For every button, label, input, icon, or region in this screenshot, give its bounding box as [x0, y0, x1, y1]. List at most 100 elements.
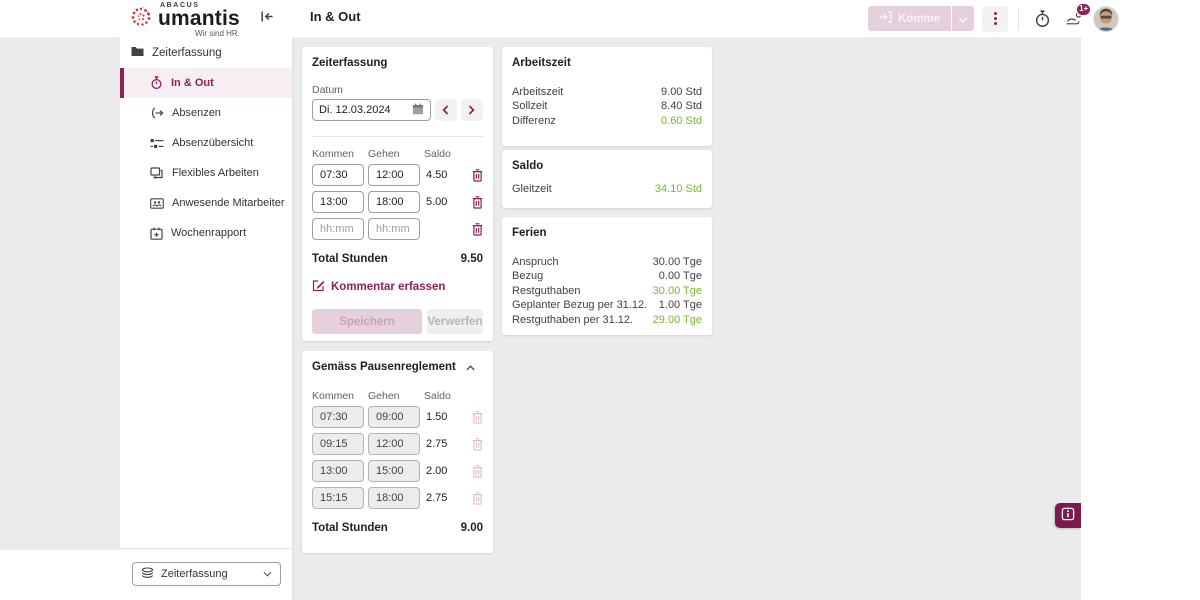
datum-label: Datum [312, 84, 343, 96]
delete-row-icon [472, 410, 483, 424]
gehen-input-readonly [368, 406, 420, 428]
chevron-down-icon [958, 11, 968, 26]
total-value: 9.00 [460, 522, 483, 534]
card-title: Arbeitszeit [512, 57, 571, 69]
sidebar-collapse-icon[interactable] [256, 8, 278, 28]
card-title: Gemäss Pausenreglement [312, 361, 483, 374]
total-row: Total Stunden 9.50 [312, 253, 483, 265]
stat-label: Arbeitszeit [512, 86, 564, 98]
chevron-up-icon[interactable] [466, 364, 475, 371]
logo-name: umantis [158, 7, 240, 30]
kommen-input[interactable] [312, 218, 364, 240]
previous-day-button[interactable] [434, 99, 457, 121]
total-label: Total Stunden [312, 522, 388, 534]
pausenreglement-title: Gemäss Pausenreglement [312, 361, 456, 373]
speichern-button[interactable]: Speichern [312, 309, 422, 334]
presence-badge: 1+ [1076, 2, 1092, 16]
stopwatch-icon [150, 76, 163, 90]
time-row-readonly: 2.00 [312, 460, 483, 482]
stat-row: Differenz 0.60 Std [512, 114, 702, 128]
stat-row: Anspruch 30.00 Tge [512, 255, 702, 269]
stat-row: Arbeitszeit 9.00 Std [512, 85, 702, 99]
sidebar-item-label: Absenzen [172, 107, 221, 119]
sidebar-item-in-and-out[interactable]: In & Out [120, 68, 292, 98]
stat-rows: Gleitzeit 34.10 Std [512, 182, 702, 196]
delete-row-icon [472, 491, 483, 505]
kommen-column-header: Kommen [312, 148, 355, 160]
card-title: Saldo [512, 160, 544, 172]
stopwatch-icon[interactable] [1029, 6, 1055, 32]
calendar-plus-icon [150, 227, 163, 240]
gehen-input[interactable] [368, 164, 420, 186]
total-label: Total Stunden [312, 253, 388, 265]
stat-label: Restguthaben [512, 284, 581, 297]
context-select-value: Zeiterfassung [161, 568, 228, 580]
edit-icon [312, 279, 325, 295]
people-rows-icon [150, 197, 164, 209]
komme-button[interactable]: Komme [868, 6, 952, 31]
kommen-column-header: Kommen [312, 390, 355, 402]
kommen-input[interactable] [312, 164, 364, 186]
info-feedback-tab[interactable] [1055, 503, 1081, 528]
stat-label: Differenz [512, 114, 556, 127]
time-row-empty [312, 218, 483, 240]
chevron-down-icon [263, 571, 272, 577]
delete-row-icon [472, 464, 483, 478]
calendar-icon [412, 103, 424, 118]
verwerfen-button[interactable]: Verwerfen [427, 309, 483, 334]
gehen-input-readonly [368, 433, 420, 455]
avatar[interactable] [1093, 5, 1120, 32]
kommen-input-readonly [312, 487, 364, 509]
delete-row-icon[interactable] [472, 222, 483, 236]
more-options-kebab-icon[interactable] [982, 5, 1009, 32]
login-arrow-icon [879, 11, 892, 26]
sidebar-item-absenzen[interactable]: Absenzen [120, 98, 292, 128]
delete-row-icon[interactable] [472, 168, 483, 182]
top-bar: ABACUS umantis Wir sind HR. In & Out [0, 0, 1120, 38]
time-column-headers: Kommen Gehen Saldo [312, 390, 483, 402]
kommen-input[interactable] [312, 191, 364, 213]
sidebar-item-absenzuebersicht[interactable]: Absenzübersicht [120, 128, 292, 158]
sidebar: Zeiterfassung In & Out Ab [120, 37, 292, 600]
devices-icon [150, 167, 164, 179]
ferien-card: Ferien Anspruch 30.00 Tge Bezug 0.00 Tge… [502, 217, 712, 335]
stat-value: 9.00 Std [661, 86, 702, 98]
sidebar-item-anwesende-mitarbeiter[interactable]: Anwesende Mitarbeiter [120, 188, 292, 218]
logo-text: ABACUS umantis Wir sind HR. [158, 2, 240, 38]
logo-tagline: Wir sind HR. [195, 29, 240, 38]
sidebar-item-flexibles-arbeiten[interactable]: Flexibles Arbeiten [120, 158, 292, 188]
sidebar-item-wochenrapport[interactable]: Wochenrapport [120, 218, 292, 248]
stat-rows: Anspruch 30.00 Tge Bezug 0.00 Tge Restgu… [512, 255, 702, 327]
next-day-button[interactable] [460, 99, 483, 121]
context-select[interactable]: Zeiterfassung [132, 562, 281, 586]
row-saldo-value: 1.50 [426, 411, 448, 423]
row-saldo-value: 2.75 [426, 438, 448, 450]
sidebar-group-label: Zeiterfassung [152, 46, 222, 59]
kommentar-erfassen-link[interactable]: Kommentar erfassen [312, 279, 445, 295]
gehen-input[interactable] [368, 191, 420, 213]
stat-value-positive: 30.00 Tge [652, 284, 702, 297]
stat-row: Gleitzeit 34.10 Std [512, 182, 702, 196]
stat-row: Sollzeit 8.40 Std [512, 99, 702, 113]
stat-label: Anspruch [512, 256, 559, 268]
kommentar-erfassen-label: Kommentar erfassen [331, 281, 446, 293]
layers-icon [141, 566, 154, 582]
time-row-readonly: 1.50 [312, 406, 483, 428]
stat-value-positive: 0.60 Std [661, 114, 702, 127]
gehen-column-header: Gehen [368, 148, 400, 160]
date-input[interactable]: Di. 12.03.2024 [312, 99, 431, 121]
sidebar-item-label: Absenzübersicht [172, 137, 254, 149]
gehen-input[interactable] [368, 218, 420, 240]
delete-row-icon [472, 437, 483, 451]
zeiterfassung-card: Zeiterfassung Datum Di. 12.03.2024 [302, 47, 493, 341]
sidebar-group-zeiterfassung[interactable]: Zeiterfassung [120, 37, 292, 68]
time-row: 5.00 [312, 191, 483, 213]
komme-dropdown-button[interactable] [951, 6, 975, 31]
delete-row-icon[interactable] [472, 195, 483, 209]
row-saldo-value: 4.50 [426, 169, 448, 181]
time-row-readonly: 2.75 [312, 487, 483, 509]
kommen-input-readonly [312, 406, 364, 428]
presence-overview-icon[interactable]: 1+ [1061, 2, 1092, 32]
total-value: 9.50 [460, 253, 483, 265]
